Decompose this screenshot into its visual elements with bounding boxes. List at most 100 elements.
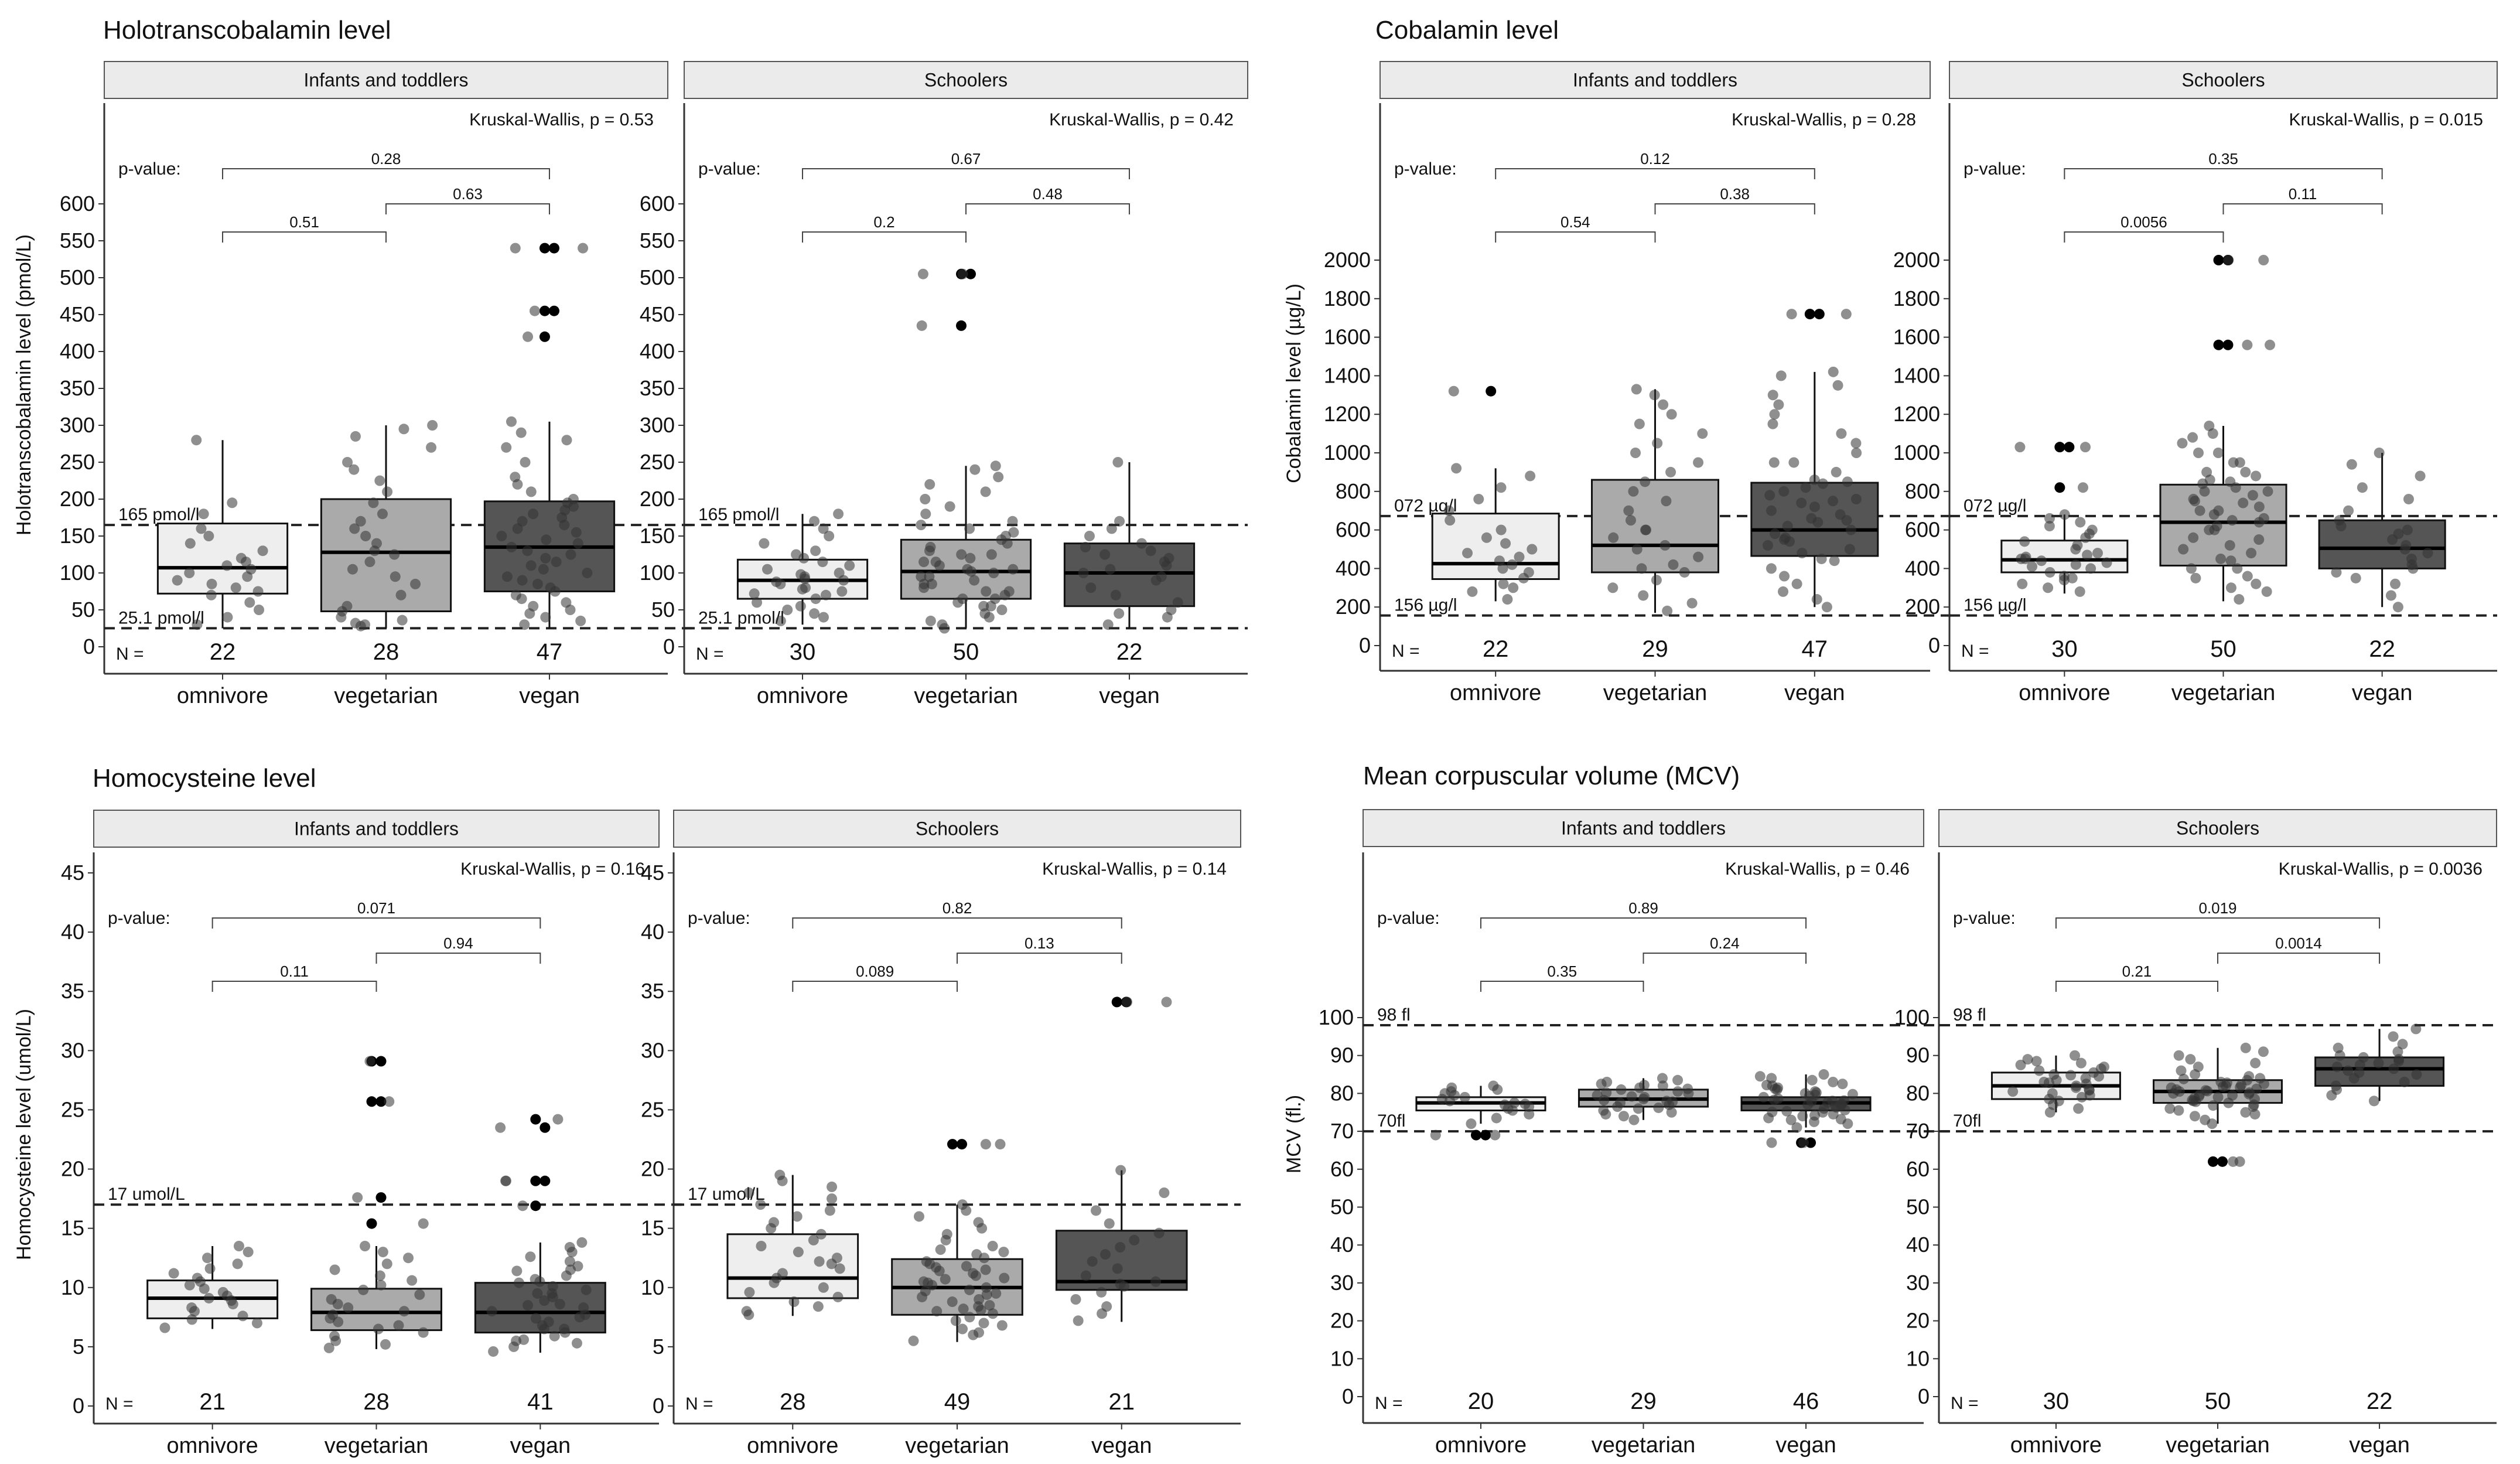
data-point (237, 1311, 248, 1322)
data-point (1106, 523, 1117, 534)
data-point (323, 1342, 334, 1353)
data-point (1811, 1087, 1822, 1098)
data-point (1818, 1069, 1829, 1080)
n-count: 29 (1642, 636, 1668, 662)
data-point (741, 1306, 752, 1317)
data-point (2368, 1096, 2379, 1107)
data-point (2240, 466, 2251, 477)
data-point (744, 1286, 755, 1298)
data-point (1679, 567, 1690, 578)
data-point (969, 464, 981, 475)
data-point (996, 605, 1008, 615)
box-vegan (1055, 997, 1188, 1326)
data-point (1662, 605, 1673, 616)
data-point (552, 1114, 564, 1125)
data-point (2238, 497, 2249, 509)
comparison-p-value: 0.35 (2208, 150, 2238, 168)
data-point (940, 1274, 951, 1285)
data-point (395, 589, 407, 600)
p-value-label: p-value: (1377, 909, 1440, 928)
data-point (574, 1312, 585, 1323)
data-point (2422, 548, 2433, 559)
x-tick-label: vegetarian (1592, 1433, 1695, 1458)
data-point (1842, 476, 1853, 487)
data-point (1665, 466, 1676, 477)
data-point (2333, 1042, 2344, 1053)
data-point (1838, 1095, 1849, 1106)
data-point (2209, 524, 2220, 535)
data-point (221, 560, 233, 571)
outlier-point (539, 331, 550, 342)
data-point (1638, 1080, 1650, 1091)
data-point (254, 605, 265, 615)
data-point (1672, 1074, 1684, 1086)
facet-strip-label: Schoolers (924, 70, 1008, 91)
data-point (517, 1200, 528, 1212)
data-point (2034, 1065, 2045, 1076)
reference-line-label: 156 µg/l (1964, 596, 2026, 615)
y-tick-label: 200 (1905, 595, 1940, 619)
data-point (1084, 531, 1095, 541)
data-point (519, 619, 530, 630)
data-point (924, 479, 935, 490)
y-tick-label: 2000 (1324, 248, 1371, 272)
data-point (375, 1279, 387, 1291)
y-tick-label: 250 (640, 450, 675, 474)
data-point (1099, 549, 1111, 560)
data-point (2258, 513, 2269, 524)
data-point (987, 1308, 998, 1319)
data-point (2043, 582, 2054, 593)
p-value-label: p-value: (1394, 159, 1457, 179)
data-point (1766, 1137, 1777, 1148)
data-point (528, 509, 539, 520)
data-point (2415, 470, 2426, 482)
outlier-point (2213, 339, 2224, 350)
comparison-p-value: 0.21 (2122, 963, 2152, 980)
data-point (1778, 486, 1790, 497)
outlier-point (530, 1200, 541, 1212)
data-point (510, 472, 521, 483)
data-point (2224, 540, 2235, 551)
data-point (2026, 561, 2037, 572)
data-point (996, 1320, 1008, 1331)
data-point (2242, 339, 2253, 350)
data-point (554, 1299, 565, 1310)
data-point (222, 612, 233, 623)
data-point (1657, 1073, 1668, 1084)
y-tick-label: 450 (60, 302, 95, 326)
n-count: 22 (2369, 636, 2395, 662)
data-point (2331, 567, 2342, 578)
data-point (382, 486, 393, 497)
data-point (418, 1327, 429, 1338)
facet-1: Infants and toddlers 0 5 10 15 20 25 30 35 40 45 17… (61, 810, 685, 1458)
data-point (380, 1339, 391, 1350)
data-point (2247, 490, 2258, 501)
data-point (1797, 548, 1808, 559)
comparison-p-value: 0.63 (453, 185, 483, 203)
y-tick-label: 1200 (1324, 402, 1371, 426)
data-point (2358, 1052, 2369, 1063)
data-point (1451, 463, 1462, 474)
data-point (350, 617, 361, 629)
data-point (410, 578, 421, 589)
comparison-p-value: 0.54 (1561, 213, 1590, 231)
data-point (969, 575, 980, 586)
data-point (930, 1262, 941, 1273)
data-point (407, 1275, 418, 1286)
comparison-p-value: 0.071 (357, 899, 395, 917)
y-tick-label: 50 (1906, 1195, 1930, 1219)
n-count: 29 (1630, 1388, 1657, 1414)
facet-strip (1938, 809, 2497, 847)
y-tick-label: 20 (641, 1157, 664, 1181)
data-point (1070, 1294, 1081, 1305)
n-count: 47 (537, 639, 563, 665)
outlier-point (1480, 1129, 1491, 1141)
data-point (2403, 493, 2414, 504)
n-count: 22 (1116, 639, 1143, 665)
data-point (759, 538, 770, 549)
y-tick-label: 60 (1906, 1157, 1930, 1181)
comparison-p-value: 0.12 (1640, 150, 1670, 168)
y-tick-label: 600 (60, 192, 95, 216)
data-point (2255, 1073, 2266, 1084)
box-vegan (2318, 448, 2446, 613)
